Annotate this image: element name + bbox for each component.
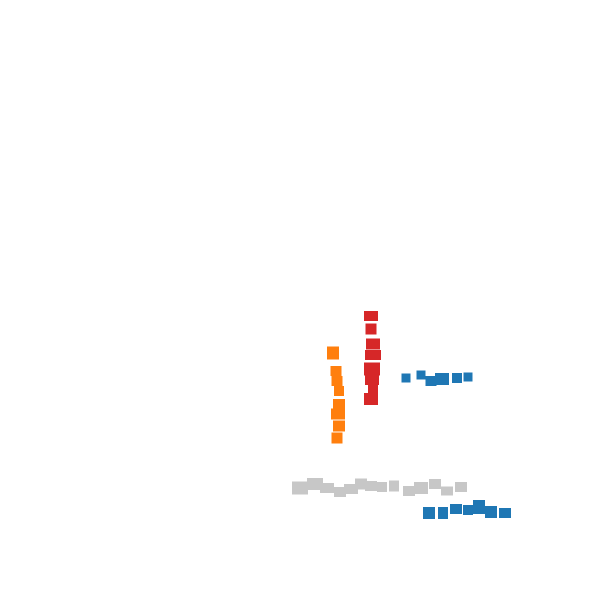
gray-horizontal-marker-7 — [365, 481, 377, 491]
red-vertical-marker-5 — [364, 362, 380, 376]
blue-lower-marker-4 — [463, 505, 473, 515]
gray-horizontal-cluster — [292, 478, 467, 497]
orange-vertical-marker-2 — [330, 366, 342, 376]
gray-horizontal-marker-1 — [292, 481, 308, 495]
orange-vertical-marker-8 — [331, 432, 343, 444]
gray-horizontal-marker-5 — [344, 484, 358, 494]
blue-upper-marker-2 — [416, 370, 426, 380]
red-vertical-marker-2 — [365, 323, 377, 335]
red-vertical-marker-3 — [366, 338, 380, 350]
gray-horizontal-marker-13 — [441, 486, 453, 496]
red-vertical-marker-6 — [365, 373, 379, 385]
orange-vertical-marker-6 — [331, 408, 345, 420]
gray-horizontal-marker-2 — [307, 478, 323, 490]
gray-horizontal-marker-6 — [355, 478, 367, 490]
red-vertical-marker-7 — [368, 385, 378, 395]
blue-lower-marker-3 — [450, 504, 462, 514]
orange-vertical-marker-4 — [334, 386, 344, 396]
blue-upper-marker-6 — [463, 372, 473, 382]
red-vertical-cluster — [364, 311, 381, 405]
blue-upper-marker-3 — [425, 376, 437, 386]
blue-upper-marker-5 — [452, 373, 462, 383]
orange-vertical-cluster — [327, 346, 345, 444]
gray-horizontal-marker-9 — [389, 480, 399, 492]
gray-horizontal-marker-8 — [377, 482, 387, 492]
orange-vertical-marker-5 — [333, 399, 345, 409]
blue-lower-marker-6 — [485, 506, 497, 518]
gray-horizontal-marker-10 — [403, 486, 415, 496]
blue-lower-marker-2 — [438, 507, 448, 519]
orange-vertical-marker-7 — [333, 420, 345, 432]
blue-lower-marker-5 — [473, 500, 485, 514]
blue-lower-cluster — [423, 500, 511, 519]
red-vertical-marker-8 — [364, 393, 378, 405]
gray-horizontal-marker-4 — [334, 487, 346, 497]
gray-horizontal-marker-14 — [455, 482, 467, 492]
blue-upper-marker-1 — [401, 373, 411, 383]
orange-vertical-marker-1 — [327, 346, 339, 360]
blue-lower-marker-7 — [499, 508, 511, 518]
blue-upper-marker-4 — [435, 373, 449, 385]
gray-horizontal-marker-3 — [320, 483, 334, 493]
orange-vertical-marker-3 — [331, 376, 343, 386]
red-vertical-marker-4 — [365, 350, 381, 360]
blue-upper-cluster — [401, 370, 473, 386]
red-vertical-marker-1 — [364, 311, 378, 321]
blue-lower-marker-1 — [423, 507, 435, 519]
gray-horizontal-marker-12 — [429, 479, 441, 489]
gray-horizontal-marker-11 — [414, 482, 428, 494]
